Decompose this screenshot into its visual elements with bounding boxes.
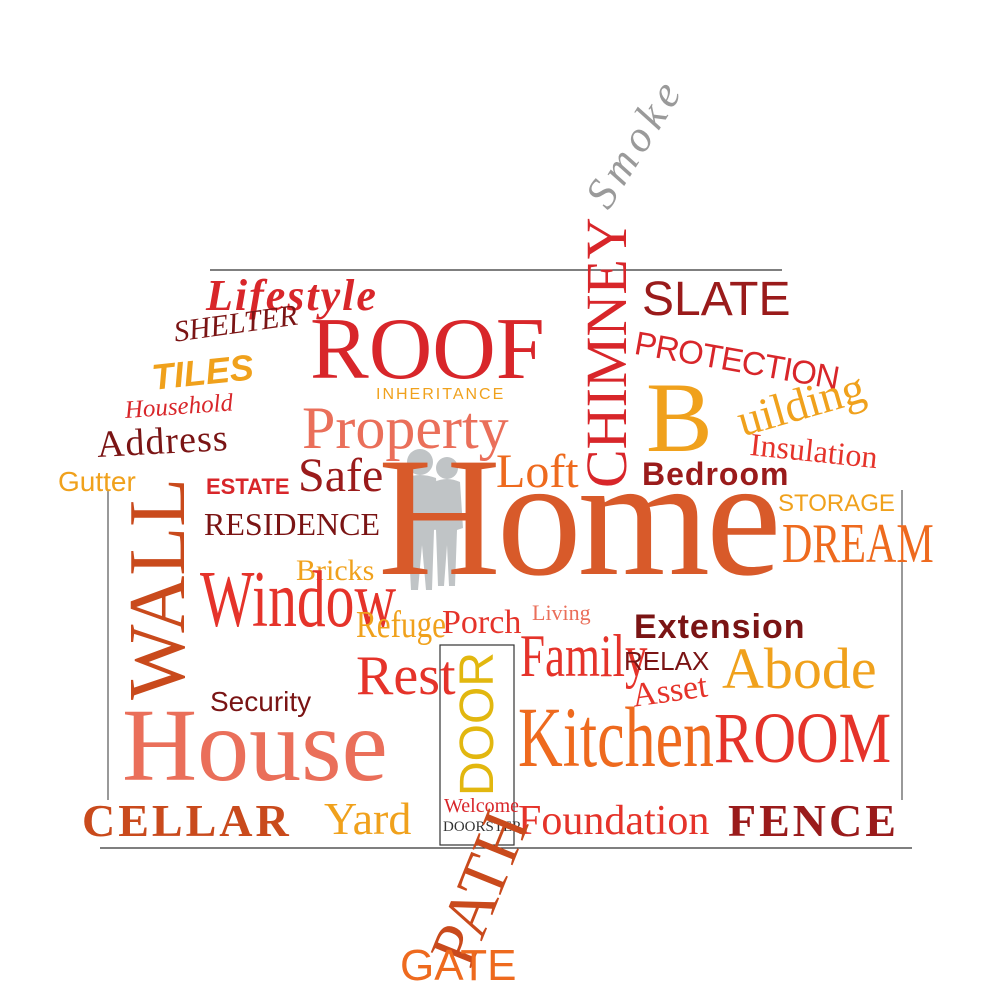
word-gate: GATE: [400, 941, 517, 990]
word-cellar: CELLAR: [82, 795, 292, 846]
word-kitchen: Kitchen: [518, 689, 715, 785]
word-door: DOOR: [451, 652, 504, 796]
word-extension: Extension: [634, 608, 806, 646]
word-living: Living: [532, 600, 591, 625]
word-property: Property: [302, 395, 509, 461]
word-residence: RESIDENCE: [204, 506, 380, 542]
word-family: Family: [520, 623, 648, 689]
word-roof: ROOF: [310, 301, 545, 398]
word-fence: FENCE: [728, 795, 899, 846]
word-security: Security: [210, 686, 312, 717]
word-house: House: [122, 688, 388, 803]
word-lifestyle: Lifestyle: [206, 271, 378, 320]
word-welcome: Welcome: [444, 795, 520, 817]
word-storage: STORAGE: [778, 490, 895, 517]
word-yard: Yard: [324, 793, 412, 844]
word-bricks: Bricks: [296, 554, 375, 587]
word-porch: Porch: [442, 604, 522, 641]
word-loft: Loft: [496, 445, 579, 498]
word-abode: Abode: [722, 636, 877, 701]
word-wall: WALL: [114, 477, 202, 700]
word-window: Window: [200, 556, 397, 644]
word-refuge: Refuge: [356, 604, 446, 646]
word-foundation: Foundation: [518, 798, 710, 844]
word-estate: ESTATE: [206, 474, 290, 499]
word-gutter: Gutter: [58, 466, 136, 497]
word-address: Address: [95, 417, 230, 466]
word-b: B: [646, 362, 713, 473]
word-inheritance: INHERITANCE: [376, 386, 506, 403]
word-safe: Safe: [298, 449, 384, 502]
word-slate: SLATE: [642, 273, 791, 326]
word-rest: Rest: [356, 645, 456, 707]
door-frame: [439, 644, 515, 846]
word-dream: DREAM: [782, 513, 934, 575]
word-doorstep: DOORSTEP: [443, 819, 521, 835]
word-relax: RELAX: [624, 646, 710, 676]
word-bedroom: Bedroom: [642, 456, 790, 492]
word-room: ROOM: [714, 698, 892, 778]
word-home: Home: [378, 423, 781, 611]
